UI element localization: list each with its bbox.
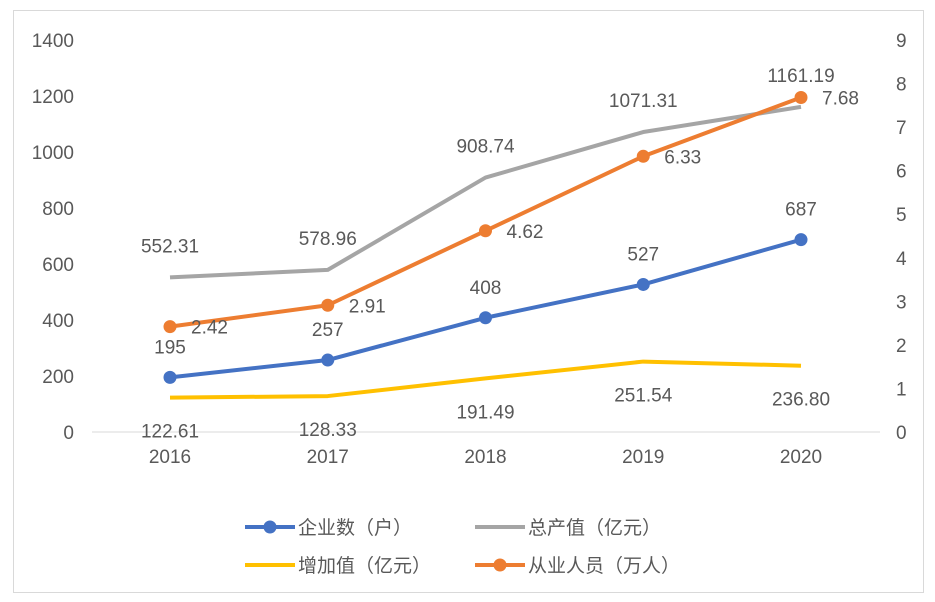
- data-label: 128.33: [299, 420, 357, 441]
- data-point-marker: [794, 90, 808, 104]
- data-point-marker: [321, 298, 335, 312]
- data-label: 257: [312, 320, 344, 341]
- chart-frame: [13, 10, 924, 593]
- data-label: 7.68: [822, 88, 859, 109]
- data-label: 1161.19: [767, 66, 834, 87]
- y-left-tick-label: 200: [42, 367, 74, 388]
- data-point-marker: [163, 370, 177, 384]
- data-point-marker: [163, 320, 177, 334]
- data-point-marker: [794, 233, 808, 247]
- data-label: 2.91: [349, 296, 386, 317]
- data-label: 408: [470, 278, 502, 299]
- data-label: 2.42: [191, 318, 228, 339]
- y-right-tick-label: 2: [896, 336, 907, 357]
- y-right-tick-label: 1: [896, 379, 907, 400]
- y-right-tick-label: 7: [896, 118, 907, 139]
- y-left-tick-label: 1200: [32, 87, 74, 108]
- data-label: 687: [785, 200, 817, 221]
- y-right-tick-label: 0: [896, 423, 907, 444]
- series-line: [169, 359, 802, 400]
- data-label: 578.96: [299, 229, 357, 250]
- series-line: [169, 104, 802, 280]
- data-label: 4.62: [507, 222, 544, 243]
- y-left-tick-label: 400: [42, 311, 74, 332]
- y-left-tick-label: 1400: [32, 31, 74, 52]
- y-right-tick-label: 3: [896, 292, 907, 313]
- x-tick-label: 2018: [464, 447, 506, 468]
- y-right-tick-label: 5: [896, 205, 907, 226]
- data-point-marker: [321, 353, 335, 367]
- y-left-tick-label: 1000: [32, 143, 74, 164]
- legend-label: 总产值（亿元）: [528, 517, 661, 539]
- series-line: [169, 237, 802, 380]
- data-point-marker: [636, 277, 650, 291]
- legend-marker: [493, 558, 507, 572]
- legend-label: 增加值（亿元）: [298, 555, 431, 577]
- x-tick-label: 2020: [780, 447, 822, 468]
- y-right-tick-label: 6: [896, 162, 907, 183]
- x-tick-label: 2019: [622, 447, 664, 468]
- y-left-tick-label: 0: [63, 423, 74, 444]
- legend-marker: [263, 520, 277, 534]
- y-right-tick-label: 9: [896, 31, 907, 52]
- y-right-tick-label: 8: [896, 75, 907, 96]
- x-tick-label: 2016: [149, 447, 191, 468]
- y-right-tick-label: 4: [896, 249, 907, 270]
- x-tick-label: 2017: [307, 447, 349, 468]
- data-point-marker: [479, 311, 492, 325]
- data-label: 1071.31: [609, 91, 678, 112]
- data-point-marker: [636, 149, 650, 163]
- data-label: 236.80: [772, 390, 830, 411]
- data-label: 251.54: [614, 386, 673, 407]
- y-left-tick-label: 600: [42, 255, 74, 276]
- data-label: 191.49: [456, 402, 514, 423]
- data-label: 552.31: [141, 236, 199, 257]
- data-label: 122.61: [141, 422, 199, 443]
- data-point-marker: [479, 224, 492, 238]
- y-left-tick-label: 800: [42, 199, 74, 220]
- legend-label: 企业数（户）: [298, 517, 412, 539]
- legend-label: 从业人员（万人）: [528, 555, 680, 577]
- data-label: 527: [627, 244, 659, 265]
- data-label: 6.33: [664, 147, 701, 168]
- data-label: 908.74: [456, 137, 515, 158]
- data-label: 195: [154, 337, 186, 358]
